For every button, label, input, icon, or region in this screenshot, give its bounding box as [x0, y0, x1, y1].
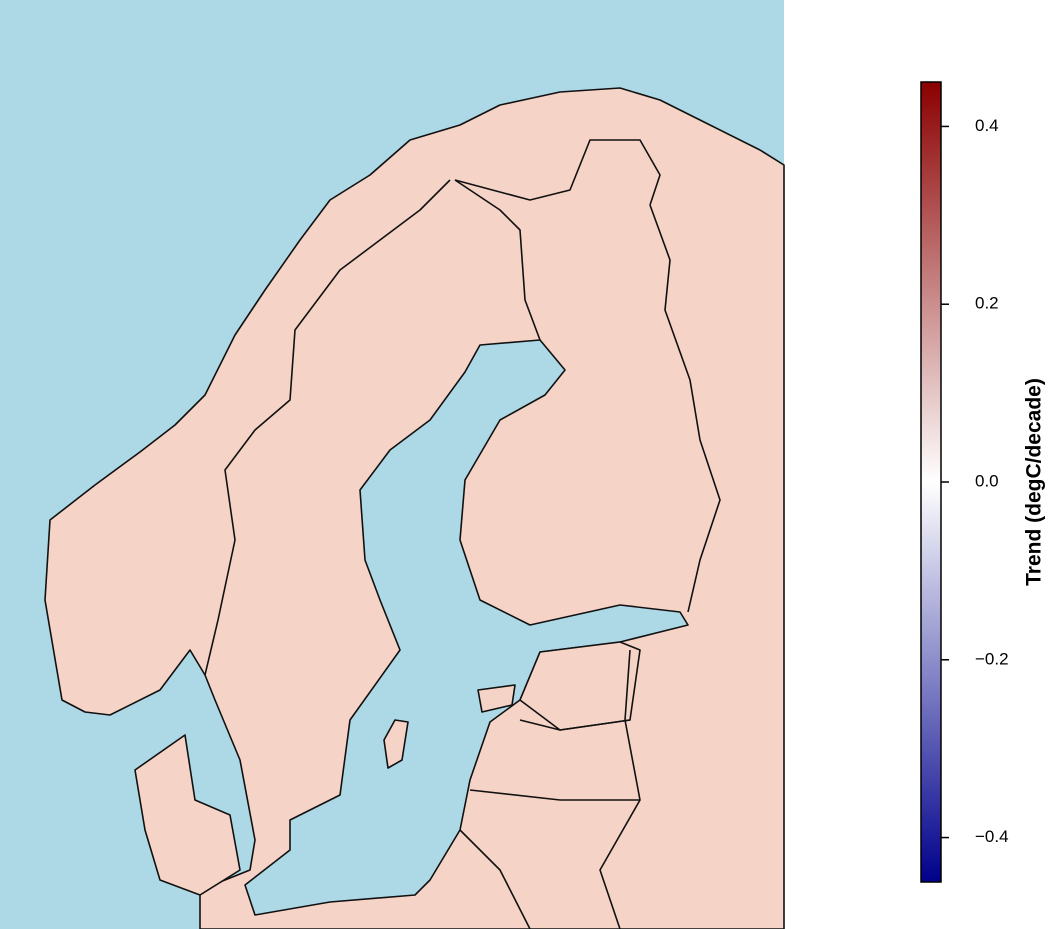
land-denmark: [134, 734, 241, 896]
colorbar-tick-label: 0.2: [975, 294, 999, 313]
colorbar-tick-label: 0.4: [975, 116, 999, 135]
colorbar-gradient: [920, 81, 942, 883]
map: [0, 0, 785, 929]
island-saaremaa: [477, 684, 516, 713]
border-sweden-finland: [454, 179, 541, 341]
colorbar-tick-label: 0.0: [975, 471, 999, 490]
border-finland-norway: [454, 139, 661, 206]
colorbar-tick-label: −0.4: [975, 827, 1009, 846]
border-estonia-latvia: [519, 719, 631, 731]
colorbar: Trend (degC/decade): [920, 81, 1046, 883]
border-norway-sweden: [204, 179, 451, 676]
colorbar-label: Trend (degC/decade): [1023, 378, 1046, 586]
border-latvia-lithuania: [469, 789, 640, 801]
border-lithuania-poland: [459, 829, 531, 929]
border-finland-russia: [649, 204, 721, 613]
colorbar-tick-label: −0.2: [975, 649, 1009, 668]
island-gotland: [383, 719, 409, 769]
